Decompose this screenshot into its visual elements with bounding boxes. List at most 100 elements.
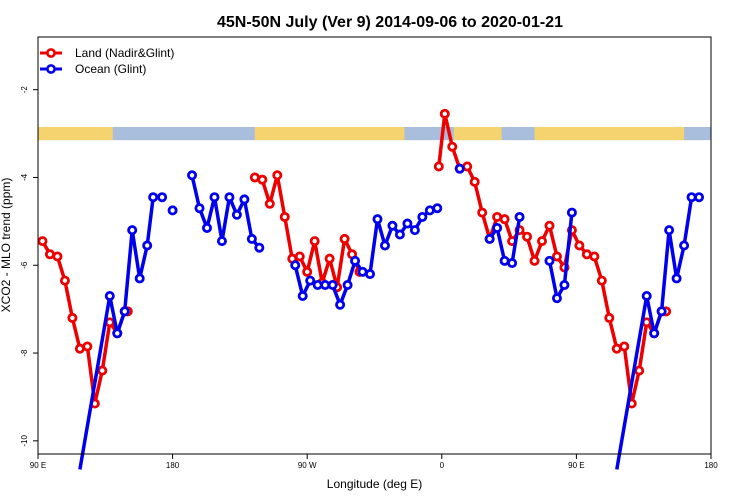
data-point [231, 209, 242, 220]
series-layer [37, 108, 705, 470]
y-axis-label: XCO2 - MLO trend (ppm) [0, 178, 13, 313]
data-point [59, 275, 70, 286]
data-point [112, 328, 123, 339]
data-point [507, 258, 518, 269]
data-point [239, 194, 250, 205]
series-line [190, 174, 261, 249]
data-point [187, 170, 198, 181]
data-point [372, 214, 383, 225]
data-point [342, 280, 353, 291]
data-point [365, 269, 376, 280]
data-point [477, 207, 488, 218]
data-point [201, 222, 212, 233]
data-point [254, 242, 265, 253]
land-band-segment [38, 126, 113, 141]
y-tick-label: -4 [20, 173, 29, 181]
data-point [387, 220, 398, 231]
data-point [551, 293, 562, 304]
y-tick-label: -10 [20, 434, 29, 446]
land-band-segment [254, 126, 405, 141]
data-point [544, 255, 555, 266]
data-point [529, 255, 540, 266]
data-point [82, 341, 93, 352]
data-point [439, 108, 450, 119]
data-point [67, 312, 78, 323]
data-point [551, 251, 562, 262]
data-point [167, 205, 178, 216]
x-tick-label: 90 W [298, 461, 317, 470]
data-point [454, 163, 465, 174]
series-ocean [78, 163, 705, 470]
legend-marker [46, 64, 56, 74]
data-point [297, 290, 308, 301]
legend-marker [46, 48, 56, 58]
data-point [294, 251, 305, 262]
x-tick-label: 90 E [30, 461, 46, 470]
data-point [134, 273, 145, 284]
data-point [127, 225, 138, 236]
data-point [484, 233, 495, 244]
y-tick-label: -2 [20, 86, 29, 94]
series-line [547, 212, 574, 300]
data-point [194, 203, 205, 214]
data-point [142, 240, 153, 251]
data-point [679, 240, 690, 251]
x-tick-label: 180 [704, 461, 718, 470]
data-point [279, 211, 290, 222]
plot-frame [37, 36, 712, 455]
data-point [492, 222, 503, 233]
data-point [302, 266, 313, 277]
data-point [656, 306, 667, 317]
data-point [596, 275, 607, 286]
data-point [290, 260, 301, 271]
data-point [649, 328, 660, 339]
data-point [514, 211, 525, 222]
land-band-segment [534, 126, 685, 141]
legend: Land (Nadir&Glint) Ocean (Glint) [40, 46, 174, 76]
data-point [671, 273, 682, 284]
data-point [324, 253, 335, 264]
data-point [264, 198, 275, 209]
x-tick-label: 180 [166, 461, 180, 470]
y-tick-label: -8 [20, 349, 29, 357]
data-point [246, 233, 257, 244]
landmask-band [38, 126, 711, 141]
chart-title: 45N-50N July (Ver 9) 2014-09-06 to 2020-… [217, 14, 563, 31]
data-point [433, 161, 444, 172]
data-point [224, 192, 235, 203]
data-point [257, 174, 268, 185]
land-band-segment [453, 126, 502, 141]
data-point [335, 299, 346, 310]
data-point [305, 275, 316, 286]
data-point [97, 365, 108, 376]
data-point [350, 255, 361, 266]
x-axis: 90 E 180 90 W 0 90 E 180 [30, 454, 718, 470]
data-point [499, 214, 510, 225]
data-point [104, 290, 115, 301]
data-point [447, 141, 458, 152]
data-point [379, 240, 390, 251]
data-point [604, 312, 615, 323]
data-point [589, 251, 600, 262]
legend-label: Ocean (Glint) [75, 62, 146, 76]
data-point [37, 236, 48, 247]
data-point [559, 280, 570, 291]
y-tick-label: -6 [20, 261, 29, 269]
data-point [619, 341, 630, 352]
data-point [432, 203, 443, 214]
data-point [664, 225, 675, 236]
data-point [544, 220, 555, 231]
x-axis-label: Longitude (deg E) [327, 477, 422, 491]
data-point [339, 233, 350, 244]
x-tick-label: 0 [440, 461, 445, 470]
data-point [272, 170, 283, 181]
data-point [52, 251, 63, 262]
legend-label: Land (Nadir&Glint) [75, 46, 174, 60]
x-tick-label: 90 E [568, 461, 584, 470]
data-point [394, 229, 405, 240]
data-point [469, 176, 480, 187]
data-point [157, 192, 168, 203]
data-point [417, 211, 428, 222]
data-point [694, 192, 705, 203]
data-point [409, 225, 420, 236]
